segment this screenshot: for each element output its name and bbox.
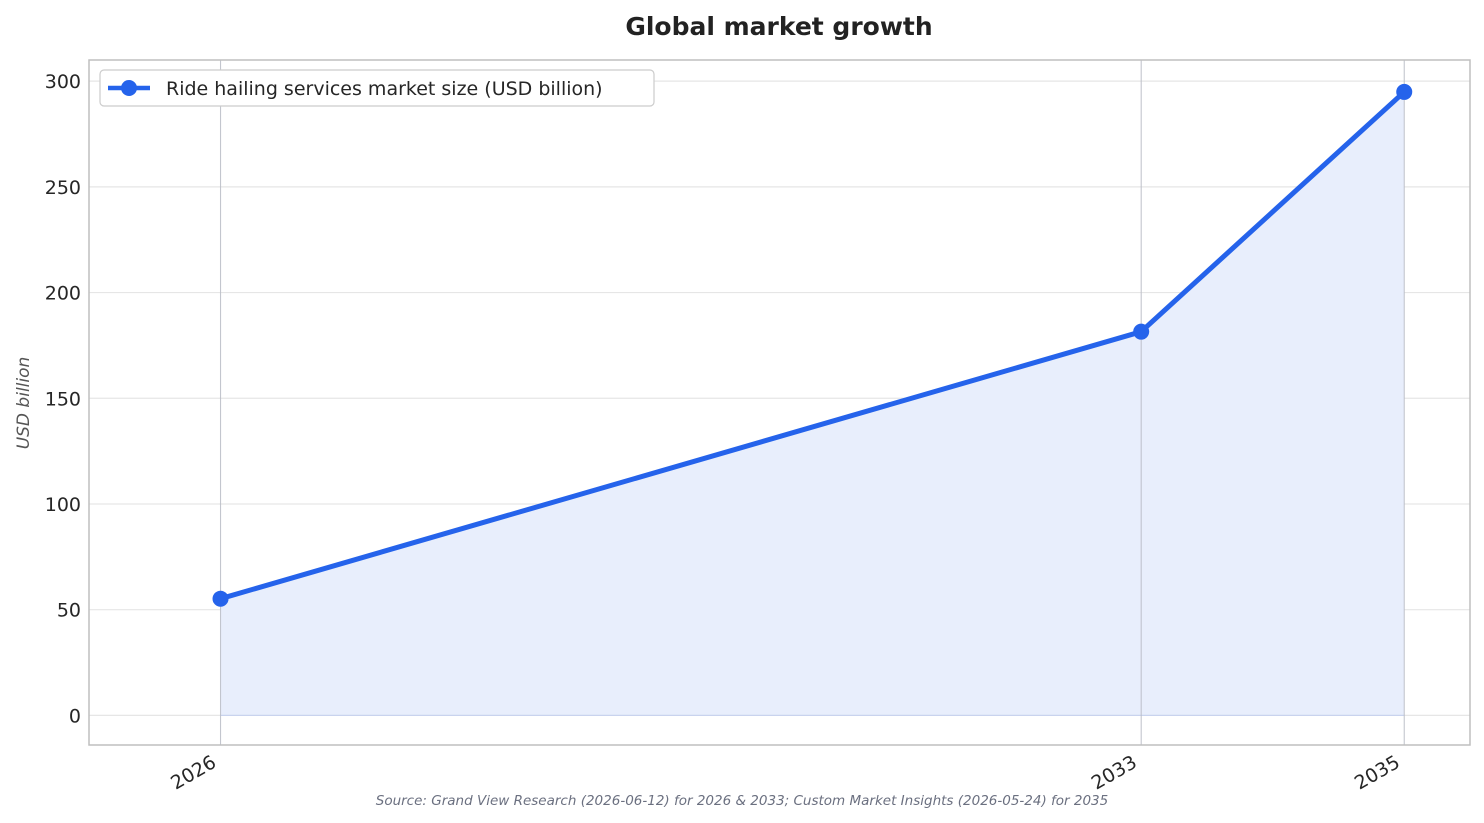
y-tick-label: 250	[45, 177, 81, 199]
legend-entry: Ride hailing services market size (USD b…	[166, 78, 603, 100]
x-tick-label: 2035	[1351, 751, 1404, 794]
area-under-line	[220, 91, 1405, 716]
y-axis-label: USD billion	[14, 357, 34, 450]
y-tick-label: 300	[45, 71, 81, 93]
y-tick-label: 0	[69, 705, 81, 727]
chart-title: Global market growth	[625, 12, 932, 41]
legend: Ride hailing services market size (USD b…	[99, 69, 655, 107]
x-tick-label: 2033	[1088, 751, 1141, 794]
legend-marker-swatch	[121, 80, 137, 96]
y-tick-label: 50	[57, 600, 81, 622]
data-point	[1133, 323, 1150, 340]
source-note: Source: Grand View Research (2026-06-12)…	[376, 793, 1109, 809]
y-tick-label: 200	[45, 283, 81, 305]
x-tick-labels: 2026 2033 2035	[167, 751, 1404, 794]
y-tick-label: 150	[45, 388, 81, 410]
y-tick-label: 100	[45, 494, 81, 516]
x-tick-label: 2026	[167, 751, 220, 794]
y-tick-labels: 0 50 100 150 200 250 300	[45, 71, 81, 727]
data-points	[212, 83, 1413, 607]
data-point	[1396, 83, 1413, 100]
data-point	[212, 590, 229, 607]
plot-frame	[88, 59, 1471, 746]
legend-box	[99, 69, 655, 107]
area-fill	[220, 91, 1405, 717]
x-gridlines	[219, 60, 1405, 745]
